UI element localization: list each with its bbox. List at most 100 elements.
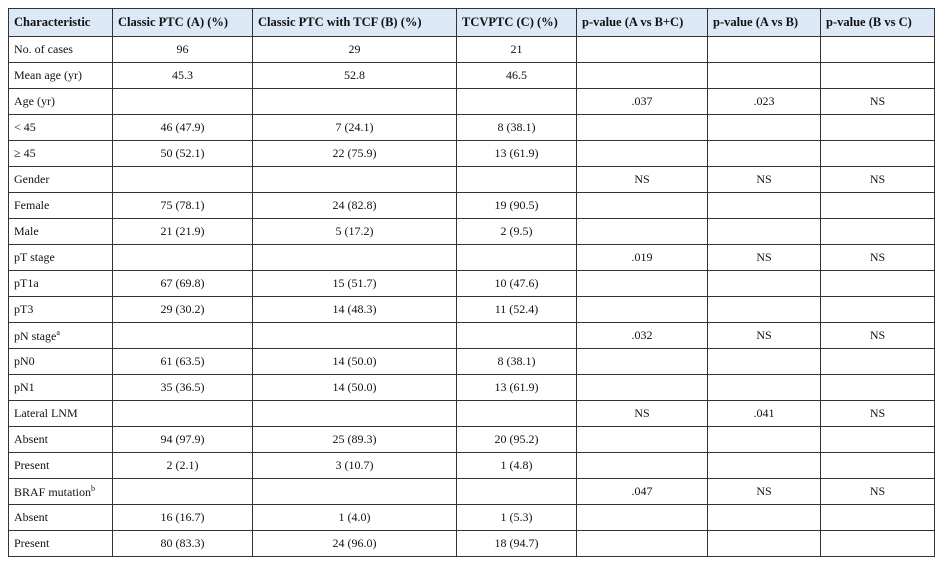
table-cell: 29 (30.2) [112, 296, 253, 323]
table-row: < 45 46 (47.9) 7 (24.1) 8 (38.1) [8, 114, 935, 141]
table-cell: Present [8, 530, 113, 557]
table-cell [820, 374, 935, 401]
table-cell: .032 [576, 322, 708, 349]
table-cell [252, 400, 457, 427]
table-cell [820, 192, 935, 219]
row-label: No. of cases [14, 42, 73, 56]
table-cell [252, 166, 457, 193]
header-row: Characteristic Classic PTC (A) (%) Classic… [8, 8, 935, 37]
table-cell: 61 (63.5) [112, 348, 253, 375]
table-cell [576, 114, 708, 141]
row-label: pN0 [14, 354, 35, 368]
table-row: pN stagea .032 NS NS [8, 322, 935, 349]
table-cell: NS [820, 88, 935, 115]
table-cell [252, 88, 457, 115]
table-cell: 25 (89.3) [252, 426, 457, 453]
table-cell [576, 192, 708, 219]
table-row: BRAF mutationb .047 NS NS [8, 478, 935, 505]
table-cell: 96 [112, 36, 253, 63]
table-row: Lateral LNM NS .041 NS [8, 400, 935, 427]
table-cell [820, 530, 935, 557]
table-cell [252, 244, 457, 271]
table-cell [707, 114, 821, 141]
table-header: Characteristic Classic PTC (A) (%) Classic… [8, 8, 935, 37]
table-cell: 21 [456, 36, 577, 63]
table-cell [820, 348, 935, 375]
table-cell: .037 [576, 88, 708, 115]
table-cell: 15 (51.7) [252, 270, 457, 297]
table-cell: 3 (10.7) [252, 452, 457, 479]
table-cell [820, 426, 935, 453]
table-row: ≥ 45 50 (52.1) 22 (75.9) 13 (61.9) [8, 140, 935, 167]
table-cell: 52.8 [252, 62, 457, 89]
table-cell [456, 88, 577, 115]
table-cell: 13 (61.9) [456, 374, 577, 401]
table-cell [576, 270, 708, 297]
header-cell: Classic PTC with TCF (B) (%) [252, 8, 457, 37]
data-table: Characteristic Classic PTC (A) (%) Classic… [8, 8, 935, 557]
table-cell: NS [576, 400, 708, 427]
table-row: Present 80 (83.3) 24 (96.0) 18 (94.7) [8, 530, 935, 557]
table-cell: 29 [252, 36, 457, 63]
table-cell [252, 322, 457, 349]
table-cell: NS [820, 322, 935, 349]
table-row: No. of cases 96 29 21 [8, 36, 935, 63]
table-cell: 46.5 [456, 62, 577, 89]
table-cell [820, 62, 935, 89]
table-cell: .047 [576, 478, 708, 505]
table-cell: NS [707, 478, 821, 505]
footnote-marker: b [91, 483, 96, 493]
table-row: pN1 35 (36.5) 14 (50.0) 13 (61.9) [8, 374, 935, 401]
table-cell [820, 296, 935, 323]
table-cell: 14 (48.3) [252, 296, 457, 323]
table-cell: Present [8, 452, 113, 479]
table-cell: 16 (16.7) [112, 504, 253, 531]
table-cell: Gender [8, 166, 113, 193]
table-cell [112, 478, 253, 505]
table-cell [112, 166, 253, 193]
table-row: Male 21 (21.9) 5 (17.2) 2 (9.5) [8, 218, 935, 245]
table-cell: < 45 [8, 114, 113, 141]
table-row: Absent 94 (97.9) 25 (89.3) 20 (95.2) [8, 426, 935, 453]
table-cell [576, 374, 708, 401]
table-cell [707, 140, 821, 167]
table-cell [576, 530, 708, 557]
table-cell: 35 (36.5) [112, 374, 253, 401]
table-cell [456, 400, 577, 427]
row-label: Present [14, 458, 50, 472]
table-cell [456, 166, 577, 193]
table-cell: 75 (78.1) [112, 192, 253, 219]
table-cell [707, 530, 821, 557]
table-cell [707, 36, 821, 63]
table-cell: 1 (4.0) [252, 504, 457, 531]
table-cell [456, 478, 577, 505]
table-cell [576, 62, 708, 89]
table-cell [576, 348, 708, 375]
table-cell: BRAF mutationb [8, 478, 113, 505]
table-cell: 22 (75.9) [252, 140, 457, 167]
table-cell [707, 504, 821, 531]
table-cell [707, 218, 821, 245]
table-cell: pT stage [8, 244, 113, 271]
table-cell: NS [707, 166, 821, 193]
table-row: Age (yr) .037.023 NS [8, 88, 935, 115]
table-cell [576, 218, 708, 245]
table-cell [456, 322, 577, 349]
table-cell: 8 (38.1) [456, 114, 577, 141]
table-cell: 21 (21.9) [112, 218, 253, 245]
table-cell [576, 426, 708, 453]
table-cell [820, 504, 935, 531]
table-cell [576, 36, 708, 63]
table-cell: 10 (47.6) [456, 270, 577, 297]
table-cell: 24 (96.0) [252, 530, 457, 557]
table-row: Mean age (yr) 45.3 52.8 46.5 [8, 62, 935, 89]
row-label: pT stage [14, 250, 55, 264]
table-row: Gender NS NS NS [8, 166, 935, 193]
table-cell: 46 (47.9) [112, 114, 253, 141]
table-cell [820, 36, 935, 63]
table-cell: NS [820, 400, 935, 427]
table-cell [820, 452, 935, 479]
table-cell: 8 (38.1) [456, 348, 577, 375]
table-cell: pT1a [8, 270, 113, 297]
